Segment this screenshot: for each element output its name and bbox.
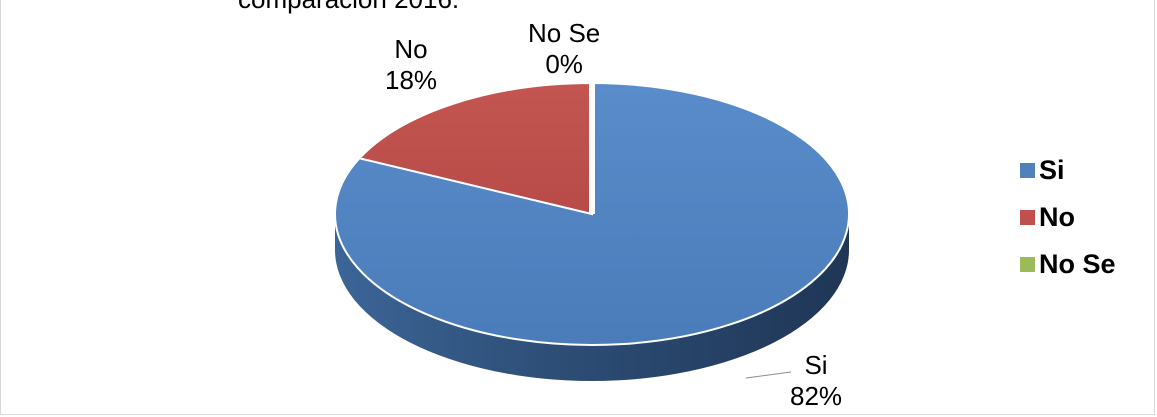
legend-swatch-nose xyxy=(1020,257,1035,272)
legend-swatch-si xyxy=(1020,163,1035,178)
chart-title: comparación 2016. xyxy=(238,0,459,15)
legend: Si No No Se xyxy=(1020,147,1116,288)
legend-label-no: No xyxy=(1039,202,1075,232)
legend-label-si: Si xyxy=(1039,155,1065,185)
data-label-si-name: Si xyxy=(804,350,828,380)
data-label-no: No 18% xyxy=(385,34,437,96)
legend-item-nose: No Se xyxy=(1020,241,1116,288)
legend-item-no: No xyxy=(1020,194,1116,241)
data-label-nose-name: No Se xyxy=(528,18,601,48)
pie-slice-no xyxy=(357,81,593,216)
data-label-si-value: 82% xyxy=(790,381,843,411)
data-label-nose: No Se 0% xyxy=(528,18,600,80)
leader-line-si xyxy=(745,371,792,379)
data-label-si: Si 82% xyxy=(790,350,842,412)
data-label-nose-value: 0% xyxy=(545,49,583,79)
data-label-no-name: No xyxy=(394,34,428,64)
legend-swatch-no xyxy=(1020,210,1035,225)
legend-item-si: Si xyxy=(1020,147,1116,194)
pie-side-si xyxy=(335,214,849,381)
legend-label-nose: No Se xyxy=(1039,249,1116,279)
data-label-no-value: 18% xyxy=(385,65,438,95)
